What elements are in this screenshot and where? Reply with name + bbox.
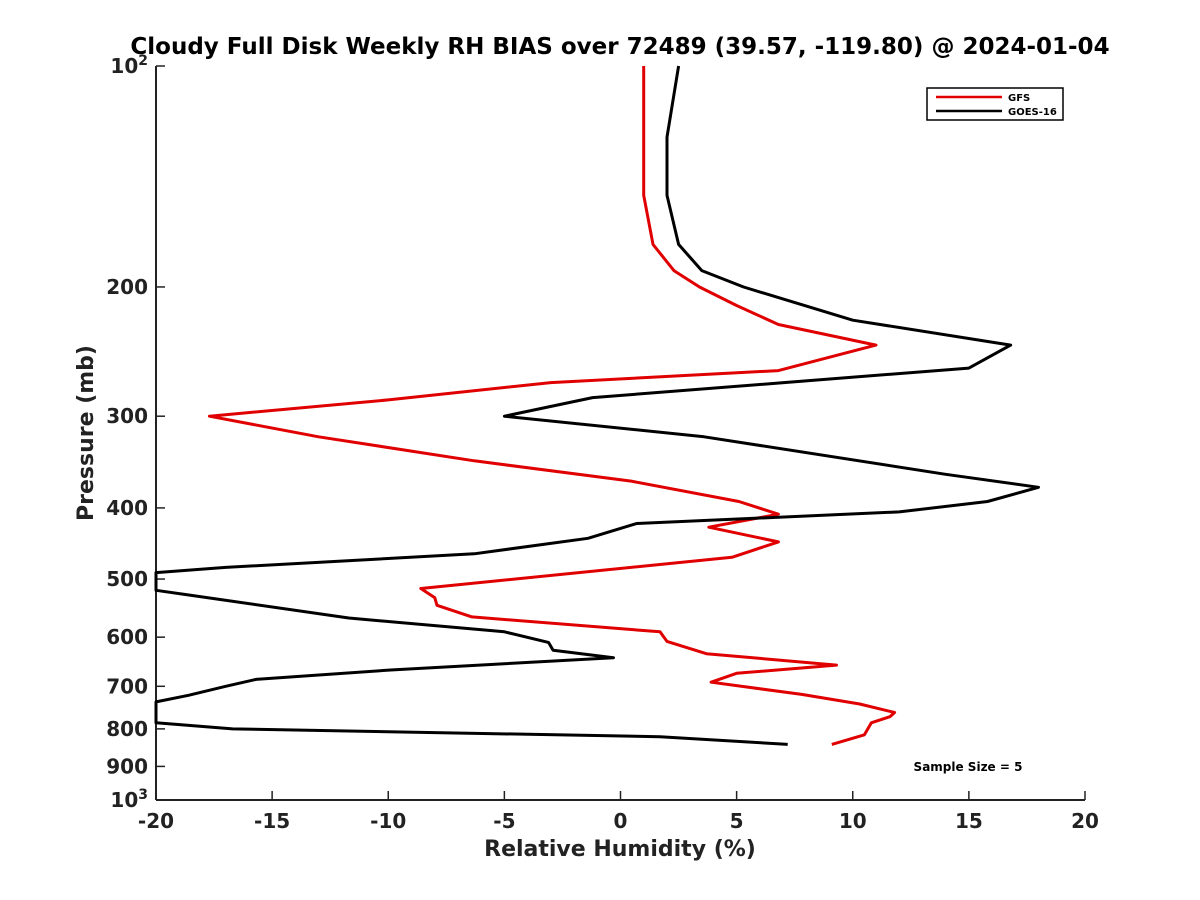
series-layer (154, 65, 1040, 746)
y-tick-label: 600 (106, 625, 148, 649)
y-tick-label: 102 (110, 53, 148, 78)
series-line-goes16 (154, 65, 1040, 746)
x-axis-label: Relative Humidity (%) (484, 837, 756, 862)
y-tick-label: 900 (106, 754, 148, 778)
sample-size-annotation: Sample Size = 5 (914, 760, 1023, 774)
series-line-gfs (207, 66, 897, 746)
x-tick-label: 0 (614, 809, 628, 833)
x-tick-label: 5 (730, 809, 744, 833)
x-tick-label: 15 (955, 809, 983, 833)
y-tick-label: 800 (106, 717, 148, 741)
y-tick-label: 400 (106, 496, 148, 520)
y-tick-label: 103 (110, 787, 148, 812)
legend-box (926, 87, 1064, 121)
x-tick-label: -15 (254, 809, 290, 833)
y-tick-label: 200 (106, 275, 148, 299)
chart-title: Cloudy Full Disk Weekly RH BIAS over 724… (130, 34, 1109, 60)
y-tick-label: 700 (106, 674, 148, 698)
x-tick-label: -10 (370, 809, 406, 833)
x-tick-label: 10 (839, 809, 867, 833)
legend-label-goes16: GOES-16 (1008, 107, 1057, 118)
x-axis-ticks: -20 -15 -10 -5 0 5 10 15 20 (138, 791, 1099, 833)
legend: GFS GOES-16 (926, 87, 1064, 121)
x-tick-label: -5 (493, 809, 515, 833)
y-tick-label: 500 (106, 567, 148, 591)
x-tick-label: -20 (138, 809, 174, 833)
y-axis-ticks: 102 200 300 400 500 600 700 800 900 103 (106, 53, 165, 812)
legend-label-gfs: GFS (1008, 93, 1030, 104)
x-tick-label: 20 (1071, 809, 1099, 833)
y-axis-label: Pressure (mb) (74, 345, 99, 521)
y-tick-label: 300 (106, 404, 148, 428)
